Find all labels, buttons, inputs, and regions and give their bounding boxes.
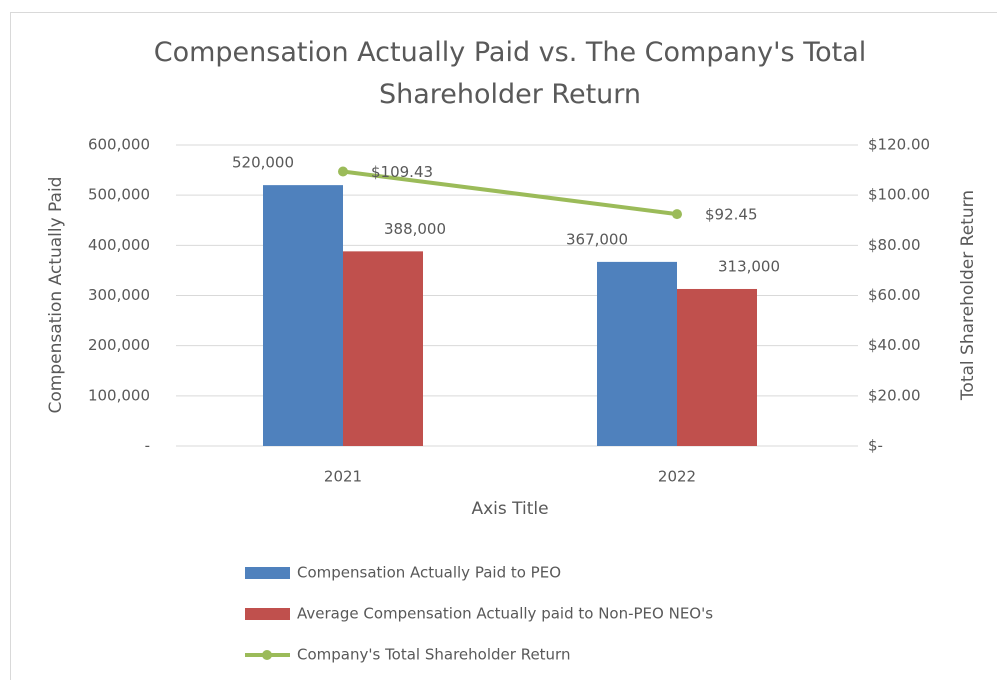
y2-tick-label: $100.00 [868,186,930,204]
y2-tick-label: $120.00 [868,136,930,154]
legend-label: Average Compensation Actually paid to No… [297,605,713,623]
y-axis-title: Compensation Actually Paid [46,177,66,414]
data-label: 367,000 [566,230,628,248]
line-marker [672,209,682,220]
y2-tick-label: $60.00 [868,286,921,304]
y-tick-label: 500,000 [88,186,150,204]
y-tick-label: 400,000 [88,236,150,254]
y2-tick-label: $40.00 [868,336,921,354]
x-tick-label: 2021 [324,468,362,486]
data-label: 520,000 [232,154,294,172]
bar [343,251,423,446]
chart-frame [10,12,997,680]
y-tick-label: 200,000 [88,336,150,354]
y-tick-label: - [145,437,150,455]
y-tick-label: 600,000 [88,136,150,154]
bar [597,261,677,446]
x-tick-label: 2022 [658,468,696,486]
legend-label: Compensation Actually Paid to PEO [297,564,561,582]
line-marker [338,166,348,177]
data-label: 388,000 [384,220,446,238]
y2-axis-title: Total Shareholder Return [958,190,978,401]
data-label: $109.43 [371,163,433,181]
y2-tick-label: $20.00 [868,386,921,404]
x-axis-title: Axis Title [471,499,548,519]
legend-swatch [262,650,272,660]
line [342,169,678,217]
legend-swatch [245,567,290,579]
legend-swatch [245,608,290,620]
legend-label: Company's Total Shareholder Return [297,646,570,664]
data-label: 313,000 [718,257,780,275]
bar [677,288,757,446]
y-tick-label: 100,000 [88,386,150,404]
y2-tick-label: $80.00 [868,236,921,254]
y-tick-label: 300,000 [88,286,150,304]
bar [263,185,343,446]
y2-tick-label: $- [868,437,883,455]
data-label: $92.45 [705,206,758,224]
chart-title: Compensation Actually Paid vs. The Compa… [153,37,867,110]
